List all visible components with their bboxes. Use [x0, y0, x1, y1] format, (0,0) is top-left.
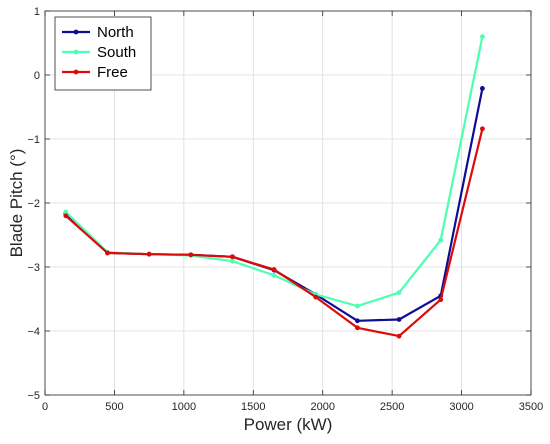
x-tick-label: 1000: [172, 401, 196, 413]
x-tick-label: 2500: [380, 401, 404, 413]
y-tick-label: −1: [27, 134, 40, 146]
legend: North South Free: [54, 16, 152, 91]
data-point-south: [480, 34, 485, 39]
x-tick-label: 3500: [519, 401, 543, 413]
legend-label-south: South: [97, 44, 136, 61]
legend-box: [54, 16, 152, 91]
legend-marker-free: [73, 69, 79, 75]
y-tick-label: −5: [27, 390, 40, 402]
data-point-south: [355, 303, 360, 309]
legend-label-free: Free: [97, 64, 128, 81]
x-axis-title: Power (kW): [244, 415, 333, 434]
data-point-free: [438, 297, 444, 303]
legend-marker-south: [73, 49, 79, 55]
x-tick-label: 500: [105, 401, 123, 413]
data-point-free: [105, 250, 110, 256]
series-lines: [63, 34, 485, 339]
y-axis-title: Blade Pitch (°): [7, 149, 26, 258]
data-point-free: [480, 126, 485, 132]
x-tick-label: 1500: [241, 401, 265, 413]
x-tick-label: 2000: [310, 401, 334, 413]
data-point-north: [396, 317, 402, 322]
data-point-south: [438, 237, 444, 243]
data-point-free: [313, 294, 319, 300]
y-tick-label: −3: [27, 262, 40, 274]
y-tick-label: −2: [27, 198, 40, 210]
y-tick-label: 1: [34, 6, 40, 18]
legend-label-north: North: [97, 24, 134, 41]
data-point-free: [63, 213, 69, 219]
data-point-north: [480, 86, 485, 91]
data-point-free: [271, 267, 277, 272]
y-tick-label: −4: [27, 326, 40, 338]
data-point-south: [396, 290, 402, 295]
data-point-free: [230, 254, 235, 260]
axes: 0 500 1000 1500 2000 2500 3000 3500 −5 −4 −3 −2 −1 0 1: [27, 6, 543, 413]
data-point-free: [146, 251, 152, 257]
legend-marker-north: [73, 29, 79, 35]
x-tick-label: 3000: [449, 401, 473, 413]
data-point-free: [396, 333, 402, 339]
x-tick-label: 0: [42, 401, 48, 413]
data-point-north: [355, 318, 360, 324]
data-point-free: [188, 252, 194, 258]
data-point-south: [271, 272, 277, 278]
y-tick-label: 0: [34, 70, 40, 82]
data-point-south: [230, 258, 235, 264]
data-point-south: [63, 209, 69, 215]
data-point-free: [355, 325, 360, 331]
